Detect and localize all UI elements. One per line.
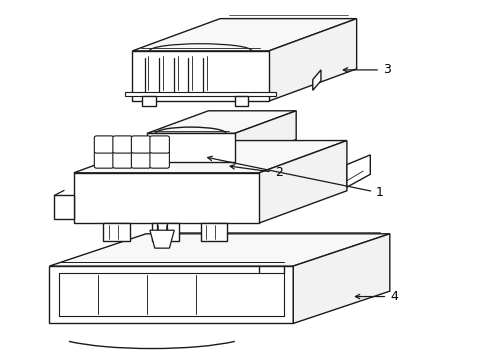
- Polygon shape: [234, 111, 296, 162]
- Text: 3: 3: [343, 63, 390, 76]
- Polygon shape: [312, 70, 320, 90]
- Polygon shape: [147, 134, 234, 162]
- Text: 4: 4: [355, 290, 397, 303]
- Polygon shape: [259, 140, 346, 223]
- Polygon shape: [49, 234, 389, 266]
- Text: 2: 2: [230, 165, 282, 179]
- FancyBboxPatch shape: [150, 136, 169, 153]
- Polygon shape: [293, 234, 389, 323]
- Polygon shape: [152, 223, 178, 241]
- FancyBboxPatch shape: [94, 151, 114, 168]
- Polygon shape: [49, 266, 293, 323]
- FancyBboxPatch shape: [150, 151, 169, 168]
- Polygon shape: [132, 51, 268, 101]
- Polygon shape: [125, 92, 276, 96]
- Polygon shape: [200, 223, 227, 241]
- Polygon shape: [74, 173, 259, 223]
- Polygon shape: [234, 96, 248, 107]
- FancyBboxPatch shape: [94, 136, 114, 153]
- Polygon shape: [132, 19, 356, 51]
- Polygon shape: [74, 140, 346, 173]
- Polygon shape: [150, 230, 174, 248]
- Polygon shape: [346, 155, 369, 187]
- FancyBboxPatch shape: [113, 151, 132, 168]
- FancyBboxPatch shape: [113, 136, 132, 153]
- FancyBboxPatch shape: [131, 136, 151, 153]
- Text: 1: 1: [207, 156, 383, 199]
- Polygon shape: [147, 111, 296, 134]
- Polygon shape: [103, 223, 130, 241]
- Polygon shape: [268, 19, 356, 101]
- Polygon shape: [142, 96, 156, 107]
- FancyBboxPatch shape: [131, 151, 151, 168]
- Polygon shape: [135, 139, 147, 158]
- Polygon shape: [54, 195, 74, 220]
